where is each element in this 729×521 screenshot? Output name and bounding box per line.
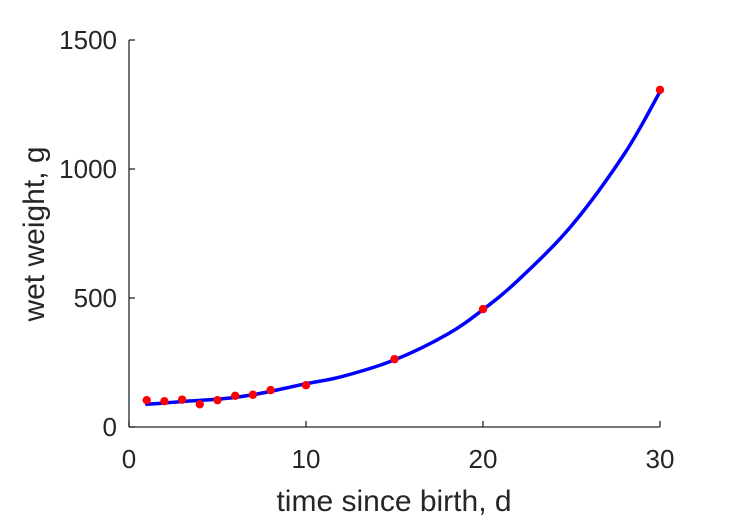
x-tick-label: 20 [469,444,498,474]
data-point [655,85,665,94]
data-point [478,304,488,314]
x-axis-label: time since birth, d [276,485,511,518]
data-point [177,395,187,404]
data-point [390,354,399,364]
y-tick-label: 0 [103,412,117,442]
x-tick-label: 30 [646,444,675,474]
data-point [213,395,222,405]
data-point [195,400,204,409]
data-point [160,397,169,406]
y-axis-label: wet weight, g [18,146,51,322]
axes: 0 10 20 30 0 500 1000 1500 [59,25,674,474]
fit-curve-layer [144,89,662,407]
x-tick-label: 0 [122,444,136,474]
data-point [301,381,311,390]
y-tick-label: 1500 [59,25,117,55]
y-tick-label: 1000 [59,154,117,184]
data-point [142,395,151,405]
data-points-layer [142,85,665,409]
x-tick-label: 10 [292,444,321,474]
data-point [266,385,275,395]
labels-layer: time since birth, d wet weight, g [18,146,512,518]
data-point [231,391,240,400]
data-point [248,390,258,399]
fit-curve [144,89,662,407]
y-tick-label: 500 [74,283,117,313]
